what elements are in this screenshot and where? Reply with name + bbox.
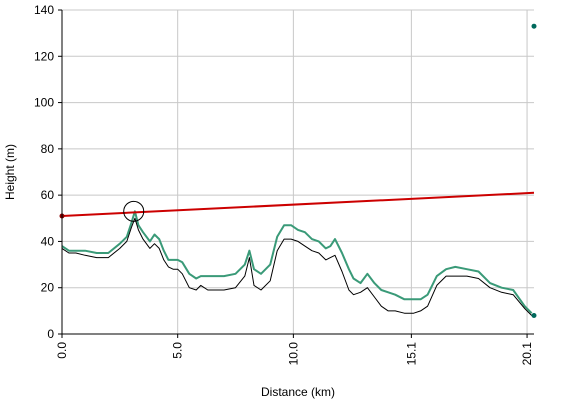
grid-lines xyxy=(62,9,534,334)
y-tick-label: 20 xyxy=(41,281,55,295)
series-layer xyxy=(61,191,535,316)
y-tick-label: 140 xyxy=(34,3,54,17)
x-tick-label: 0.0 xyxy=(55,342,69,359)
highlight-circle xyxy=(123,200,145,222)
y-tick-label: 0 xyxy=(47,327,54,341)
series-line-1 xyxy=(61,210,533,314)
data-point-marker xyxy=(531,23,537,29)
x-tick-label: 10.0 xyxy=(286,342,300,366)
plot-background xyxy=(62,10,534,334)
y-tick-label: 120 xyxy=(34,49,54,63)
x-tick-label: 5.0 xyxy=(171,342,185,359)
x-axis-label: Distance (km) xyxy=(261,385,335,399)
tick-labels: 0 20 40 60 80 100 120 140 0.0 5.0 10.0 15.1 20.1 xyxy=(34,3,534,365)
annotation-layer xyxy=(123,200,145,222)
series-line-2 xyxy=(61,217,533,316)
series-line-3 xyxy=(61,191,535,217)
plot-area xyxy=(62,10,534,334)
x-tick-label: 20.1 xyxy=(520,342,534,366)
y-tick-label: 80 xyxy=(41,142,55,156)
y-axis-label: Height (m) xyxy=(3,144,17,200)
y-tick-label: 100 xyxy=(34,96,54,110)
marker-layer xyxy=(59,23,537,318)
y-tick-label: 40 xyxy=(41,234,55,248)
y-tick-label: 60 xyxy=(41,188,55,202)
x-tick-label: 15.1 xyxy=(404,342,418,366)
axes xyxy=(58,9,534,338)
data-point-marker xyxy=(531,312,537,318)
